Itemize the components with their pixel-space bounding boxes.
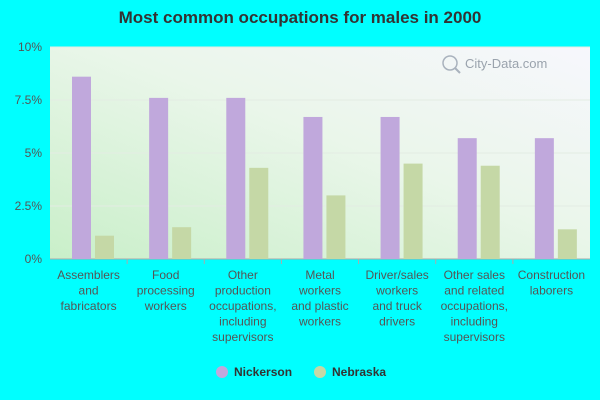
bar-nebraska[interactable] xyxy=(557,229,577,259)
bar-nickerson[interactable] xyxy=(534,138,554,259)
bars xyxy=(72,76,577,260)
chart-title: Most common occupations for males in 200… xyxy=(118,8,482,27)
bar-nickerson[interactable] xyxy=(149,97,169,259)
watermark-magnifier-icon xyxy=(454,67,461,74)
legend-label-nebraska: Nebraska xyxy=(332,365,386,379)
bar-nebraska[interactable] xyxy=(480,165,500,259)
legend: Nickerson Nebraska xyxy=(216,365,386,379)
bar-nickerson[interactable] xyxy=(226,97,246,259)
x-category-label: Assemblers and fabricators xyxy=(57,268,120,313)
x-category-label: Other production occupations, including supe… xyxy=(209,268,276,344)
bar-nebraska[interactable] xyxy=(326,195,346,259)
bar-nickerson[interactable] xyxy=(380,116,400,260)
bar-nickerson[interactable] xyxy=(72,76,91,260)
bar-nickerson[interactable] xyxy=(303,116,323,260)
watermark: City-Data.com xyxy=(442,55,547,74)
y-tick-label: 0% xyxy=(25,252,43,266)
x-category-label: Metal workers and plastic workers xyxy=(291,268,348,329)
x-axis: Assemblers and fabricators Food processing wo… xyxy=(57,259,585,344)
x-category-label: Construction laborers xyxy=(518,268,585,298)
y-tick-label: 10% xyxy=(18,40,42,54)
bar-nebraska[interactable] xyxy=(95,235,114,259)
y-tick-label: 2.5% xyxy=(15,199,43,213)
legend-swatch-nickerson xyxy=(216,366,228,378)
x-category-label: Food processing workers xyxy=(137,268,195,313)
bar-nebraska[interactable] xyxy=(403,163,423,259)
x-category-label: Driver/sales workers and truck drivers xyxy=(365,268,428,329)
bar-nebraska[interactable] xyxy=(172,227,192,259)
legend-label-nickerson: Nickerson xyxy=(234,365,292,379)
bar-nickerson[interactable] xyxy=(457,138,477,259)
legend-swatch-nebraska xyxy=(314,366,326,378)
bar-nebraska[interactable] xyxy=(249,167,269,259)
x-category-label: Other sales and related occupations, includ… xyxy=(441,268,508,344)
y-tick-label: 7.5% xyxy=(15,93,43,107)
y-tick-label: 5% xyxy=(25,146,43,160)
watermark-text: City-Data.com xyxy=(465,56,547,71)
watermark-globe-icon xyxy=(442,55,458,71)
